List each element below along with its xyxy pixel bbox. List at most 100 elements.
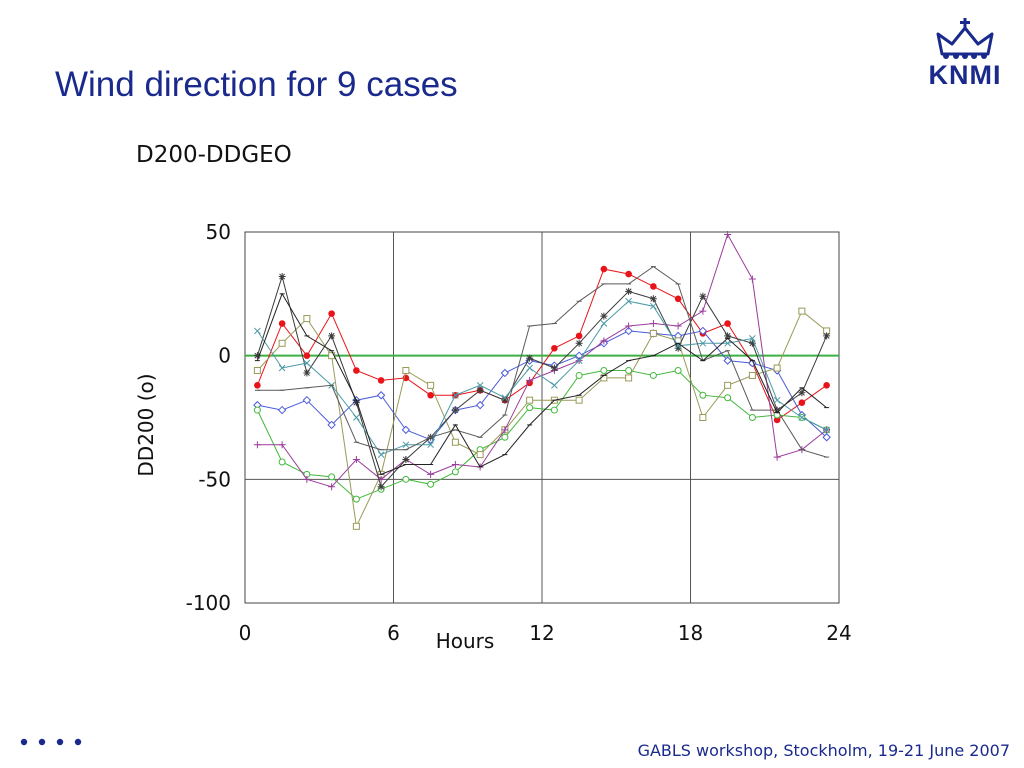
data-point (352, 456, 360, 464)
data-point (526, 364, 533, 372)
data-point (303, 352, 311, 359)
data-point (328, 473, 336, 481)
data-point (526, 404, 534, 412)
series-9 (254, 292, 830, 476)
data-point (253, 367, 261, 375)
data-point (773, 416, 781, 424)
series-line (256, 268, 827, 421)
data-point (328, 483, 336, 491)
data-point (253, 406, 261, 414)
data-point (427, 480, 435, 488)
data-point (253, 441, 261, 449)
data-point (748, 414, 756, 421)
data-point (748, 275, 756, 283)
data-point (625, 287, 633, 295)
knmi-logo: KNMI (920, 18, 1010, 98)
data-point (550, 406, 558, 414)
data-point (773, 364, 781, 372)
x-axis-label: Hours (436, 629, 495, 653)
x-tick-label: 12 (529, 621, 554, 645)
data-point (427, 391, 434, 399)
data-point (600, 320, 608, 327)
data-point (352, 399, 360, 407)
data-point (254, 327, 261, 335)
data-point (451, 438, 459, 446)
data-point (748, 358, 757, 368)
data-point (278, 339, 286, 347)
data-point (353, 414, 360, 421)
data-point (674, 367, 682, 375)
data-point (451, 460, 459, 468)
series-8 (254, 265, 830, 458)
data-point (575, 339, 583, 347)
data-point (303, 315, 311, 323)
data-point (451, 406, 459, 414)
data-point (427, 470, 435, 478)
data-point (575, 396, 583, 404)
data-point (476, 386, 484, 394)
data-point (699, 339, 707, 347)
data-point (278, 273, 286, 281)
chart-title: D200-DDGEO (136, 142, 292, 168)
data-point (823, 382, 830, 389)
data-point (575, 332, 583, 340)
data-point (526, 354, 534, 362)
data-point (724, 394, 732, 402)
data-point (575, 371, 583, 379)
data-point (650, 283, 657, 290)
data-point (551, 381, 558, 389)
data-point (798, 414, 806, 421)
data-point (327, 420, 336, 430)
data-point (278, 320, 286, 327)
data-point (699, 414, 707, 421)
data-point (376, 391, 386, 400)
logo-text: KNMI (928, 60, 1002, 90)
data-point (427, 441, 434, 449)
data-point (624, 326, 633, 336)
data-point (600, 337, 608, 345)
data-point (674, 295, 682, 303)
data-point (724, 230, 732, 238)
data-point (526, 376, 534, 384)
data-point (773, 396, 781, 404)
data-point (377, 483, 385, 491)
footer-text: GABLS workshop, Stockholm, 19-21 June 20… (637, 741, 1010, 760)
data-point (254, 382, 261, 389)
data-point (302, 395, 312, 405)
data-point (674, 344, 682, 352)
data-point (303, 359, 311, 367)
y-tick-label: 0 (218, 344, 231, 368)
data-point (501, 396, 509, 404)
x-tick-label: 6 (387, 621, 400, 645)
data-point (625, 374, 633, 382)
x-tick-label: 18 (678, 621, 703, 645)
data-point (823, 426, 830, 434)
data-point (625, 367, 633, 375)
data-point (600, 265, 608, 273)
data-point (352, 495, 360, 503)
data-point (798, 389, 806, 397)
data-point (352, 522, 360, 530)
data-point (600, 367, 608, 375)
data-point (526, 396, 534, 404)
data-point (649, 320, 657, 328)
data-point (278, 458, 286, 466)
data-point (550, 364, 558, 372)
data-point (476, 381, 484, 389)
data-point (377, 451, 385, 458)
data-point (625, 270, 632, 278)
data-point (328, 332, 336, 340)
data-point (402, 367, 410, 375)
data-point (452, 391, 459, 399)
data-point (476, 451, 484, 459)
series-line (257, 233, 827, 488)
series-line (257, 265, 827, 458)
data-point (674, 322, 682, 330)
data-point (277, 405, 287, 415)
data-point (699, 307, 707, 315)
data-point (500, 368, 510, 378)
slide-dots-decoration (20, 738, 82, 746)
data-point (748, 371, 756, 379)
x-tick-label: 24 (826, 621, 851, 645)
data-point (823, 332, 831, 340)
